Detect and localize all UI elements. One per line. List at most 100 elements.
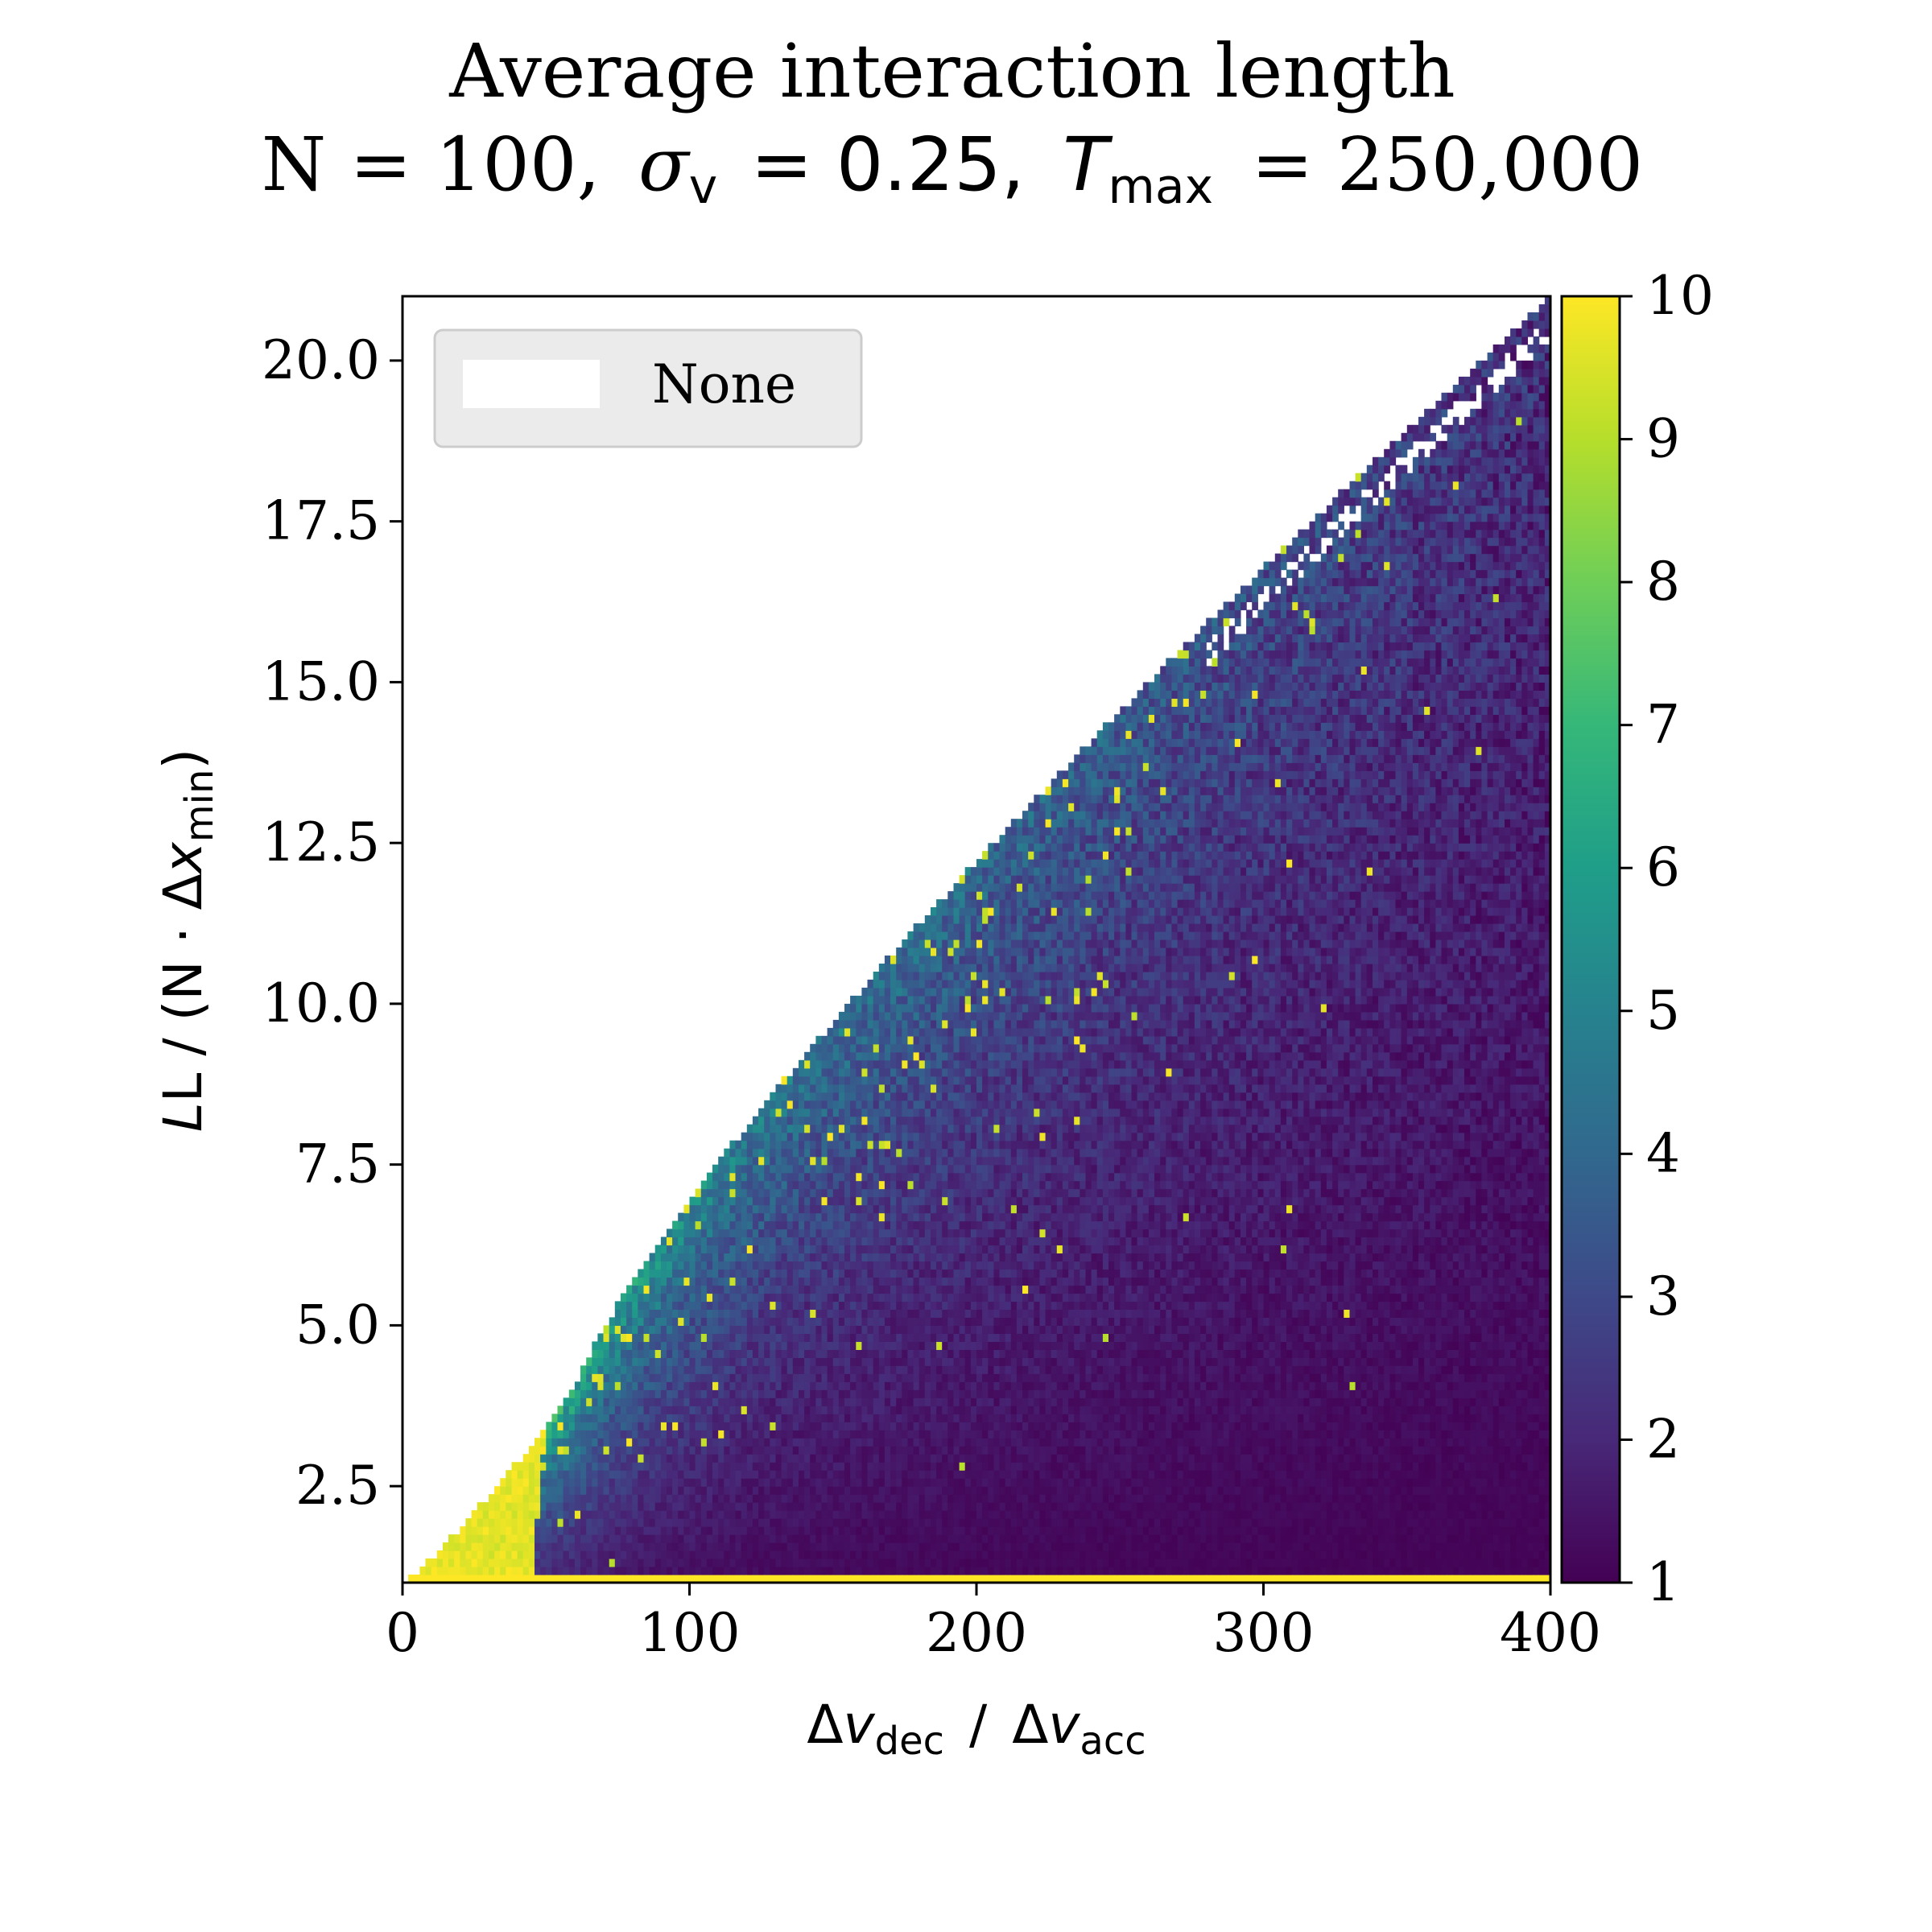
heatmap-cell: [827, 1446, 834, 1455]
heatmap-cell: [890, 1180, 897, 1190]
heatmap-cell: [786, 1438, 794, 1447]
heatmap-cell: [729, 1204, 737, 1214]
heatmap-cell: [654, 1357, 662, 1366]
heatmap-cell: [844, 1212, 851, 1222]
heatmap-cell: [907, 1446, 914, 1455]
heatmap-cell: [942, 1486, 948, 1495]
heatmap-cell: [896, 1397, 902, 1406]
heatmap-cell: [878, 1253, 886, 1262]
heatmap-cell: [970, 1430, 977, 1439]
heatmap-cell: [902, 1084, 909, 1093]
heatmap-cell: [700, 1212, 708, 1222]
heatmap-cell: [902, 1470, 909, 1479]
heatmap-cell: [821, 1341, 828, 1350]
heatmap-cell: [982, 1526, 989, 1535]
heatmap-cell: [988, 1236, 995, 1246]
heatmap-cell: [758, 1333, 765, 1342]
heatmap-cell: [535, 1462, 541, 1471]
heatmap-cell: [775, 1212, 782, 1222]
heatmap-cell: [964, 1261, 972, 1270]
heatmap-cell: [614, 1422, 621, 1430]
heatmap-cell: [942, 1422, 948, 1430]
heatmap-cell: [706, 1373, 713, 1382]
heatmap-cell: [574, 1567, 581, 1575]
heatmap-cell: [770, 1108, 777, 1117]
heatmap-cell: [786, 1196, 794, 1206]
heatmap-cell: [884, 1245, 891, 1254]
heatmap-cell: [924, 1325, 931, 1334]
heatmap-cell: [959, 1309, 966, 1318]
heatmap-cell: [942, 1092, 948, 1101]
heatmap-cell: [931, 1285, 937, 1294]
heatmap-cell: [827, 1220, 834, 1230]
heatmap-cell: [942, 931, 948, 940]
heatmap-cell: [993, 1325, 1001, 1334]
heatmap-cell: [947, 1108, 955, 1117]
heatmap-cell: [741, 1132, 748, 1141]
heatmap-cell: [964, 867, 972, 876]
heatmap-cell: [810, 1518, 816, 1527]
heatmap-cell: [746, 1277, 753, 1286]
heatmap-cell: [976, 1575, 983, 1583]
heatmap-cell: [993, 1397, 1001, 1406]
heatmap-cell: [752, 1365, 759, 1374]
heatmap-cell: [988, 875, 995, 884]
heatmap-cell: [758, 1228, 765, 1238]
heatmap-cell: [913, 1558, 920, 1567]
heatmap-cell: [489, 1518, 495, 1527]
heatmap-cell: [970, 1261, 977, 1270]
heatmap-cell: [746, 1212, 753, 1222]
heatmap-cell: [672, 1317, 679, 1326]
heatmap-cell: [931, 1156, 937, 1166]
heatmap-cell: [792, 1212, 799, 1222]
heatmap-cell: [494, 1567, 501, 1575]
heatmap-cell: [626, 1341, 633, 1350]
heatmap-cell: [810, 1293, 816, 1302]
heatmap-cell: [890, 1156, 897, 1166]
heatmap-cell: [815, 1269, 823, 1278]
heatmap-cell: [792, 1236, 799, 1246]
heatmap-cell: [970, 1438, 977, 1447]
heatmap-cell: [770, 1550, 777, 1559]
heatmap-cell: [672, 1236, 679, 1246]
heatmap-cell: [729, 1389, 737, 1398]
heatmap-cell: [947, 1575, 955, 1583]
heatmap-cell: [942, 1575, 948, 1583]
heatmap-cell: [506, 1470, 513, 1479]
heatmap-cell: [614, 1558, 621, 1567]
heatmap-cell: [999, 979, 1006, 989]
heatmap-cell: [988, 1164, 995, 1174]
heatmap-cell: [936, 987, 943, 997]
heatmap-cell: [999, 1236, 1006, 1246]
heatmap-cell: [718, 1486, 724, 1495]
heatmap-cell: [724, 1212, 731, 1222]
heatmap-cell: [770, 1567, 777, 1575]
heatmap-cell: [786, 1430, 794, 1439]
heatmap-cell: [678, 1542, 684, 1551]
heatmap-cell: [678, 1510, 684, 1519]
heatmap-cell: [827, 1430, 834, 1439]
heatmap-cell: [821, 1309, 828, 1318]
heatmap-cell: [752, 1567, 759, 1575]
heatmap-cell: [993, 1228, 1001, 1238]
heatmap-cell: [861, 1100, 869, 1109]
heatmap-cell: [775, 1156, 782, 1166]
heatmap-cell: [867, 1462, 874, 1471]
heatmap-cell: [511, 1478, 518, 1487]
heatmap-cell: [913, 1132, 920, 1141]
heatmap-cell: [614, 1486, 621, 1495]
heatmap-cell: [517, 1510, 524, 1519]
heatmap-cell: [924, 1285, 931, 1294]
heatmap-cell: [982, 1542, 989, 1551]
heatmap-cell: [683, 1518, 691, 1527]
heatmap-cell: [770, 1389, 777, 1398]
heatmap-cell: [878, 1156, 886, 1166]
heatmap-cell: [786, 1494, 794, 1503]
heatmap-cell: [614, 1478, 621, 1487]
heatmap-cell: [781, 1124, 788, 1133]
heatmap-cell: [827, 1397, 834, 1406]
heatmap-cell: [953, 1043, 960, 1053]
heatmap-cell: [999, 1108, 1006, 1117]
heatmap-cell: [850, 1558, 857, 1567]
heatmap-cell: [850, 1414, 857, 1422]
